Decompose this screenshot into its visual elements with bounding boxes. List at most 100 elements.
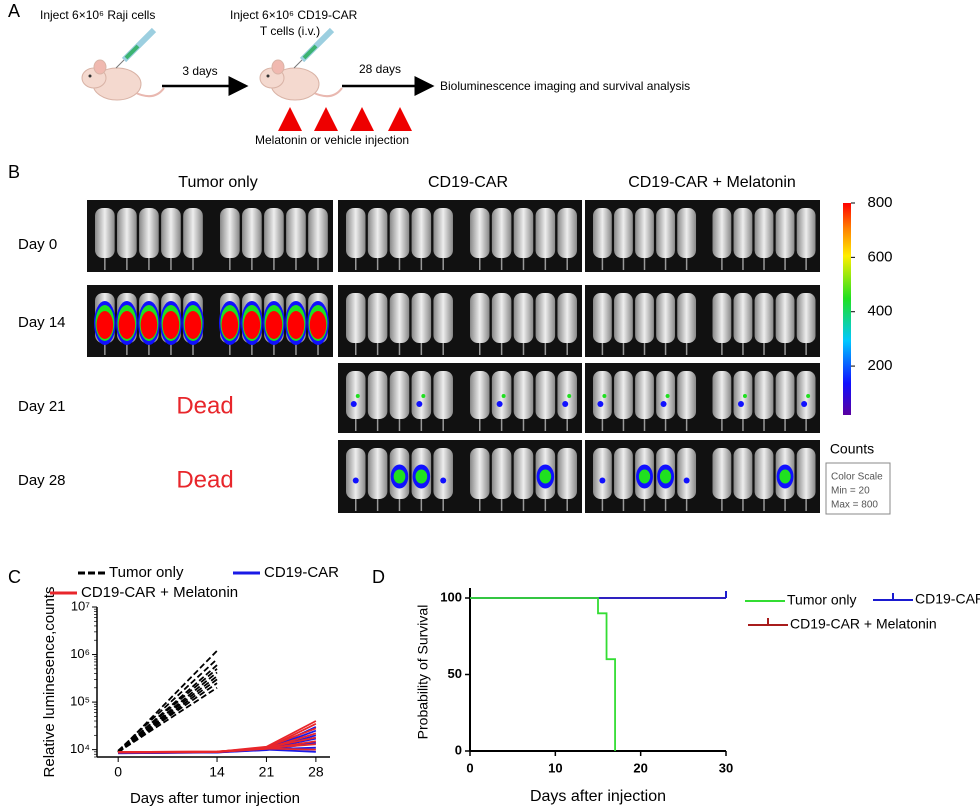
signal — [350, 401, 357, 407]
x-tick-label: 14 — [209, 764, 225, 780]
signal — [140, 311, 158, 339]
signal — [599, 477, 606, 484]
mouse — [593, 448, 612, 499]
mouse — [433, 293, 453, 343]
eye — [88, 74, 92, 78]
x-tick-label: 0 — [114, 764, 122, 780]
mouse — [593, 208, 612, 258]
panel-label: C — [8, 567, 21, 587]
mouse — [367, 371, 388, 419]
mouse — [117, 208, 137, 258]
mouse — [513, 208, 534, 258]
image-panel — [585, 285, 820, 357]
status-label: Dead — [176, 392, 233, 419]
mouse — [614, 293, 633, 343]
mouse — [712, 448, 732, 499]
signal — [309, 311, 327, 339]
image-panel — [585, 200, 820, 272]
scale-box-text: Min = 20 — [831, 486, 870, 497]
signal — [737, 401, 744, 407]
scheme-text: Bioluminescence imaging and survival ana… — [440, 79, 690, 93]
mouse — [614, 448, 633, 499]
survival-curve — [470, 597, 616, 751]
mouse — [346, 371, 366, 419]
mouse — [183, 208, 203, 258]
signal — [539, 469, 552, 484]
mouse — [677, 293, 697, 343]
mouse — [712, 208, 732, 258]
scheme-text: Inject 6×10⁶ Raji cells — [40, 8, 155, 22]
legend-label: CD19-CAR + Melatonin — [790, 616, 937, 632]
mouse — [491, 448, 512, 499]
mouse — [389, 293, 410, 343]
mouse — [535, 371, 556, 419]
x-tick-label: 30 — [719, 760, 733, 775]
mouse — [754, 293, 774, 343]
mouse — [308, 208, 328, 258]
colorbar-tick-label: 600 — [867, 248, 892, 265]
x-tick-label: 28 — [308, 764, 324, 780]
scheme-text: 28 days — [359, 62, 401, 76]
status-label: Dead — [176, 466, 233, 493]
mouse — [513, 448, 534, 499]
colorbar-tick-label: 400 — [867, 303, 892, 320]
signal — [742, 394, 747, 398]
y-axis-label: Relative luminesence,counts — [41, 587, 58, 778]
column-header: CD19-CAR + Melatonin — [628, 174, 796, 191]
mouse — [139, 208, 159, 258]
signal — [659, 469, 672, 484]
mouse — [346, 208, 366, 258]
mouse — [411, 293, 432, 343]
mouse — [220, 208, 240, 258]
mouse — [712, 293, 732, 343]
mouse — [346, 448, 366, 499]
row-label: Day 14 — [18, 314, 66, 331]
signal — [265, 311, 283, 339]
mouse — [635, 208, 654, 258]
mouse — [754, 208, 774, 258]
y-tick-label: 10⁶ — [70, 646, 90, 661]
column-header: Tumor only — [178, 174, 257, 191]
mouse — [775, 371, 795, 419]
mouse — [614, 371, 633, 419]
y-tick-label: 100 — [440, 589, 462, 604]
signal — [562, 401, 569, 407]
colorbar-tick-label: 800 — [867, 194, 892, 211]
mouse — [367, 448, 388, 499]
signal — [496, 401, 503, 407]
tail — [133, 87, 165, 98]
mouse — [557, 208, 577, 258]
signal — [118, 311, 136, 339]
signal — [567, 394, 572, 398]
series-line — [117, 682, 218, 753]
series-line — [117, 658, 218, 752]
series-line — [118, 720, 317, 754]
signal — [602, 394, 607, 398]
image-panel — [87, 200, 333, 272]
ear — [271, 59, 285, 75]
mouse — [593, 293, 612, 343]
y-tick-label: 10⁵ — [70, 694, 90, 709]
mouse — [677, 448, 697, 499]
legend-label: CD19-CAR + Melatonin — [81, 584, 238, 601]
image-panel — [87, 285, 333, 357]
mouse — [346, 293, 366, 343]
mouse — [535, 293, 556, 343]
mouse — [677, 208, 697, 258]
mouse — [614, 208, 633, 258]
mouse — [733, 371, 753, 419]
mouse-icon — [259, 27, 343, 101]
mouse — [635, 293, 654, 343]
signal — [597, 401, 604, 407]
needle — [293, 59, 303, 69]
y-tick-label: 10⁷ — [71, 598, 90, 613]
legend-label: Tumor only — [109, 564, 184, 581]
mouse — [470, 293, 490, 343]
signal — [393, 469, 406, 484]
mouse — [656, 371, 675, 419]
signal — [665, 394, 670, 398]
y-tick-label: 0 — [455, 742, 462, 757]
injection-arrows — [278, 107, 412, 131]
mouse — [433, 371, 453, 419]
